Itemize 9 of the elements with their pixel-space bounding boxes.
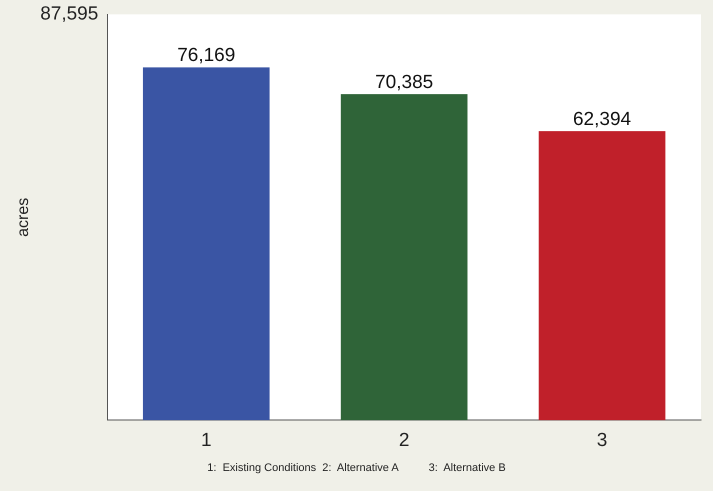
y-axis-title: acres	[15, 198, 32, 237]
data-label: 76,169	[177, 45, 236, 66]
text: 1: Existing Conditions 2: Alternative A 3: Alternative B	[206, 462, 507, 474]
x-tick-label: 3	[596, 430, 608, 451]
x-tick-label: 1	[200, 430, 212, 451]
x-tick-label: 2	[398, 430, 410, 451]
data-label: 62,394	[572, 108, 632, 130]
data-label: 70,385	[375, 72, 434, 93]
y-tick-label: 87,595	[40, 4, 98, 25]
